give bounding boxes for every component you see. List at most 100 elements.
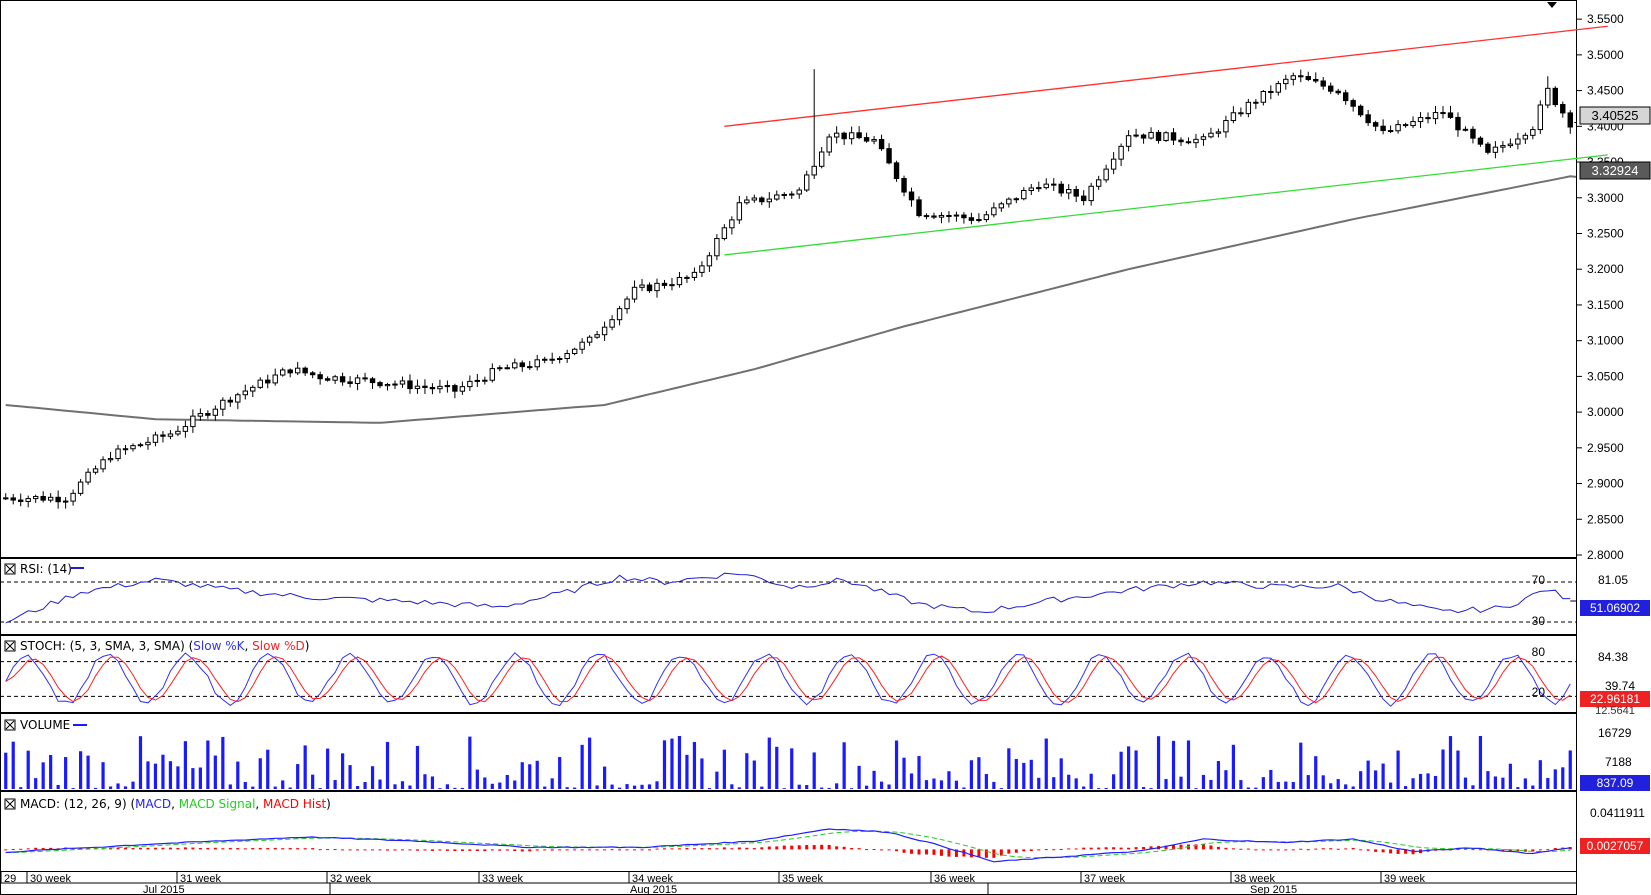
price-tick-label: 3.1000 xyxy=(1587,334,1624,348)
macd-hist-bar xyxy=(116,847,120,850)
volume-bar xyxy=(1553,769,1557,789)
volume-bar xyxy=(528,764,532,789)
macd-hist-bar xyxy=(513,849,517,852)
macd-hist-bar xyxy=(356,849,360,851)
volume-bar xyxy=(168,761,173,789)
candle-body xyxy=(1417,117,1424,123)
candle-body xyxy=(661,282,668,286)
volume-bar xyxy=(1478,735,1483,789)
candle-body xyxy=(893,162,900,180)
macd-hist-bar xyxy=(131,848,135,850)
volume-bar xyxy=(453,787,457,789)
candle-body xyxy=(32,495,39,500)
macd-hist-bar xyxy=(760,847,764,850)
macd-hist-bar xyxy=(992,849,996,858)
volume-bar xyxy=(288,787,292,789)
volume-bar xyxy=(1276,781,1280,789)
volume-pane: VOLUME 16729 7188 837.09 xyxy=(0,713,1650,791)
macd-hist-bar xyxy=(865,849,869,851)
candle-body xyxy=(369,378,376,384)
volume-bar xyxy=(393,784,397,789)
month-label: Aug 2015 xyxy=(630,884,677,895)
candle-body xyxy=(714,238,720,257)
macd-hist-bar xyxy=(1119,847,1123,850)
volume-bar xyxy=(872,770,876,789)
candle-body xyxy=(1163,132,1169,141)
candle-body xyxy=(152,434,159,443)
macd-hist-bar xyxy=(633,849,637,851)
volume-bar xyxy=(1179,776,1183,789)
macd-hist-bar xyxy=(266,848,270,850)
macd-hist-bar xyxy=(595,849,599,851)
macd-hist-bar xyxy=(1224,847,1228,850)
moving-average-path xyxy=(5,175,1577,424)
macd-hist-bar xyxy=(1404,849,1408,854)
macd-hist-bar xyxy=(625,849,629,851)
candle-body xyxy=(302,367,308,374)
candle-body xyxy=(549,358,555,361)
volume-bar xyxy=(1471,785,1475,789)
macd-hist-bar xyxy=(767,846,771,850)
price-tick-label: 2.9500 xyxy=(1587,441,1624,455)
macd-hist-bar xyxy=(1082,847,1086,850)
volume-bar xyxy=(1246,787,1250,789)
macd-hist-bar xyxy=(895,849,899,852)
macd-hist-bar xyxy=(483,849,487,852)
moving-average-line xyxy=(5,175,1577,424)
volume-bar xyxy=(767,737,771,789)
candle-body xyxy=(1140,134,1147,139)
macd-hist-bar xyxy=(1351,847,1355,850)
candle-body xyxy=(1537,104,1544,131)
macd-hist-bar xyxy=(1037,849,1041,851)
macd-hist-bar xyxy=(430,849,434,851)
price-axis: 3.55003.50003.45003.40003.35003.30003.25… xyxy=(1576,12,1624,562)
macd-hist-bar xyxy=(1276,849,1280,851)
candle-body xyxy=(115,448,121,460)
volume-bar xyxy=(1508,763,1512,789)
week-label: 34 week xyxy=(632,873,673,885)
volume-bar xyxy=(1037,777,1041,789)
price-tick-label: 3.5500 xyxy=(1587,12,1624,26)
volume-bar xyxy=(1448,736,1453,789)
macd-hist-bar xyxy=(1359,849,1363,851)
candle-body xyxy=(287,369,293,374)
macd-hist-bar xyxy=(1531,849,1535,852)
volume-pane-frame xyxy=(0,713,1577,791)
volume-bar xyxy=(213,755,217,789)
macd-hist-bar xyxy=(1314,848,1318,850)
price-tick-label: 3.5000 xyxy=(1587,48,1624,62)
support-line xyxy=(724,154,1608,256)
macd-hist-bar xyxy=(318,849,322,851)
candle-body xyxy=(736,202,743,221)
volume-bar xyxy=(1531,785,1535,789)
macd-hist-bar xyxy=(161,847,165,850)
volume-bar xyxy=(34,778,38,789)
volume-bar xyxy=(1501,777,1505,789)
candle-body xyxy=(175,430,181,435)
rsi-level-70: 70 xyxy=(1532,573,1546,587)
candle-body xyxy=(145,441,151,446)
candle-body xyxy=(841,132,847,140)
candle-body xyxy=(1350,100,1356,107)
volume-bar xyxy=(603,766,607,789)
candle-body xyxy=(474,379,481,382)
volume-bar xyxy=(176,766,180,789)
month-label: Jul 2015 xyxy=(143,884,185,895)
candle-body xyxy=(766,198,772,203)
volume-bar xyxy=(797,784,801,789)
macd-hist-bar xyxy=(1067,848,1071,850)
rsi-max-label: 81.05 xyxy=(1598,573,1628,587)
macd-hist-bar xyxy=(1284,849,1288,851)
candle-body xyxy=(489,368,496,381)
macd-hist-bar xyxy=(902,849,906,853)
macd-hist-bar xyxy=(1261,849,1265,851)
candle-body xyxy=(265,379,271,384)
candle-body xyxy=(646,284,653,292)
candle-body xyxy=(789,193,795,196)
macd-hist-bar xyxy=(153,847,157,850)
macd-hist-bar xyxy=(1389,849,1393,854)
candle-body xyxy=(1253,101,1259,104)
price-tick-label: 3.1500 xyxy=(1587,298,1624,312)
scroll-marker-icon[interactable] xyxy=(1547,2,1557,8)
stoch-legend-d: Slow %D xyxy=(252,639,305,653)
